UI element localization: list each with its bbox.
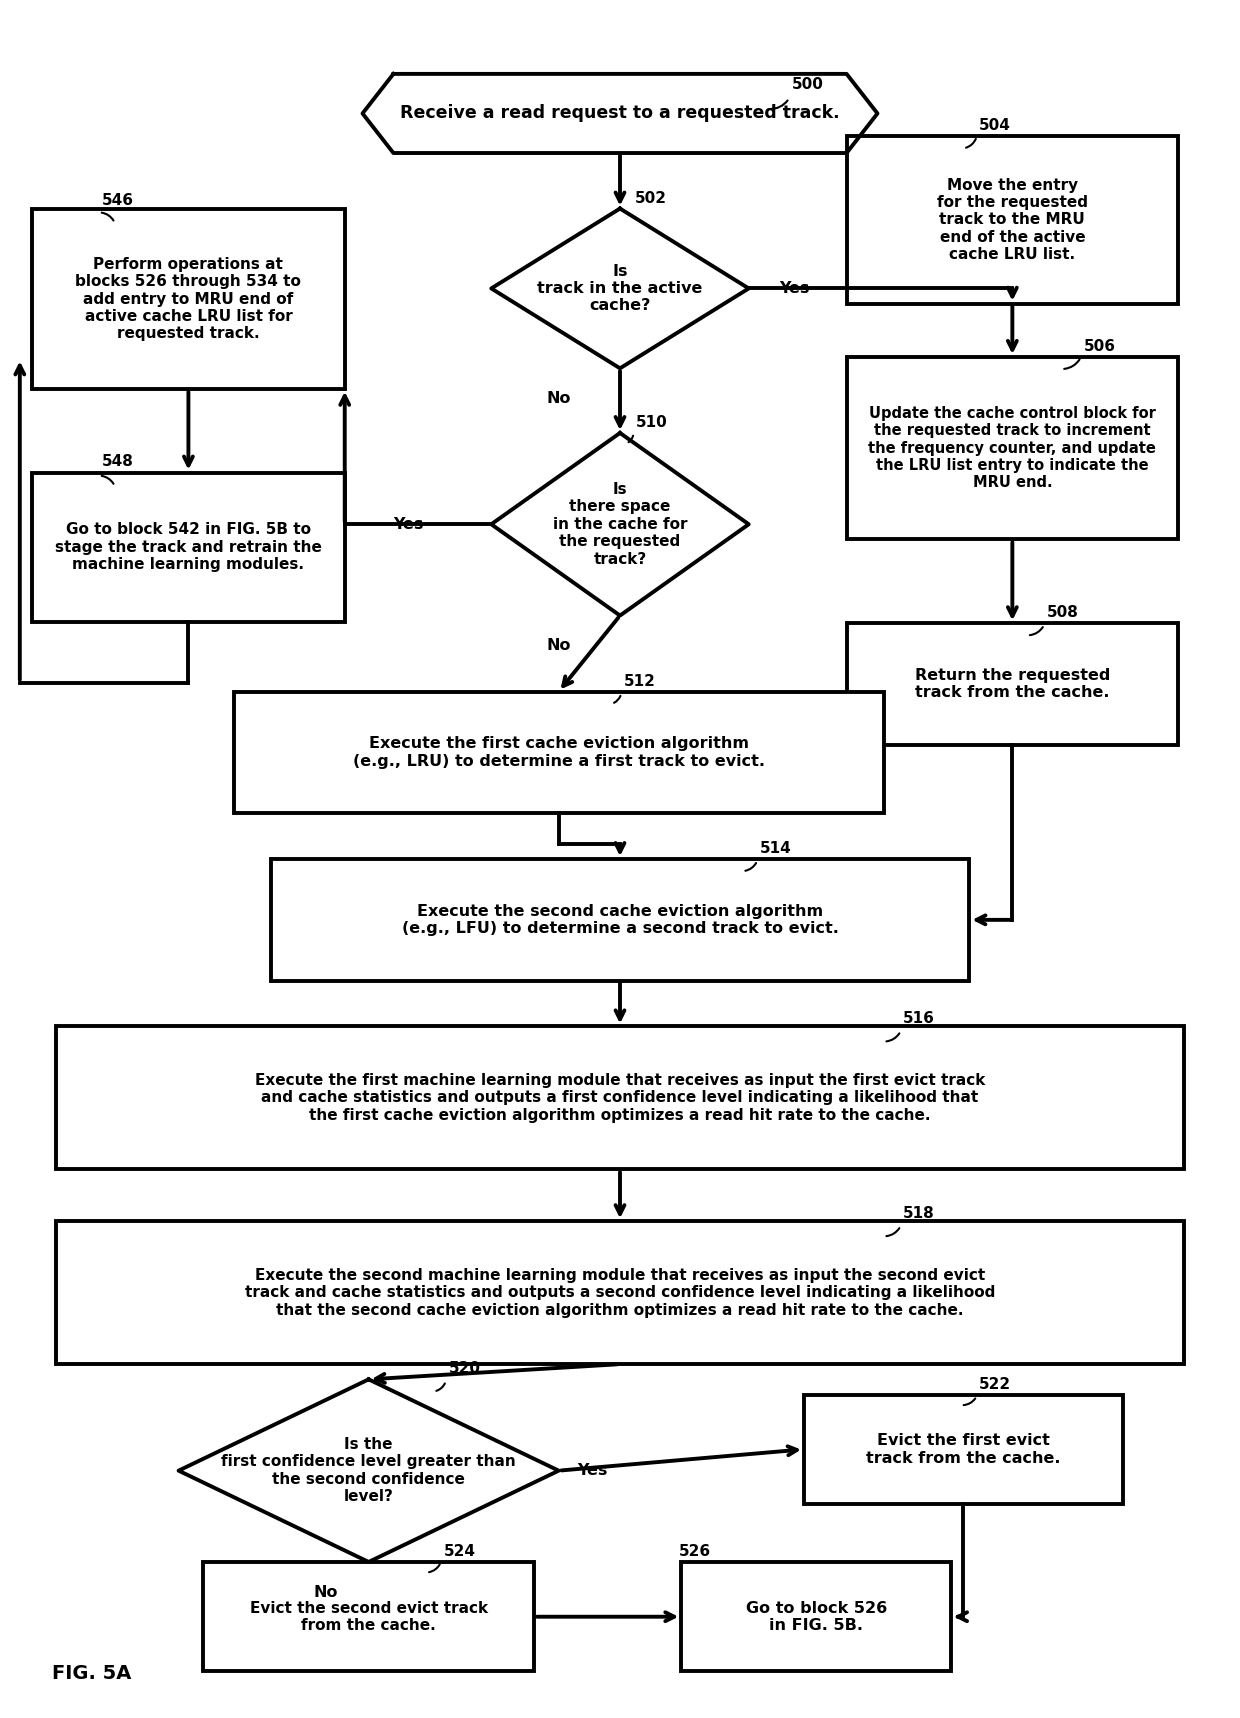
Text: No: No bbox=[314, 1586, 339, 1599]
Text: Receive a read request to a requested track.: Receive a read request to a requested tr… bbox=[401, 105, 839, 122]
Text: Yes: Yes bbox=[393, 517, 424, 533]
Text: FIG. 5A: FIG. 5A bbox=[52, 1663, 131, 1682]
Text: 516: 516 bbox=[903, 1012, 935, 1026]
Text: Evict the second evict track
from the cache.: Evict the second evict track from the ca… bbox=[249, 1601, 487, 1632]
Text: 526: 526 bbox=[678, 1544, 711, 1558]
Text: Go to block 526
in FIG. 5B.: Go to block 526 in FIG. 5B. bbox=[745, 1601, 887, 1632]
Bar bbox=[32, 472, 345, 622]
Text: 522: 522 bbox=[980, 1376, 1012, 1392]
Text: Execute the second machine learning module that receives as input the second evi: Execute the second machine learning modu… bbox=[244, 1268, 996, 1318]
Text: Move the entry
for the requested
track to the MRU
end of the active
cache LRU li: Move the entry for the requested track t… bbox=[937, 177, 1087, 263]
Text: 546: 546 bbox=[102, 192, 134, 208]
Polygon shape bbox=[491, 208, 749, 368]
Text: Is
there space
in the cache for
the requested
track?: Is there space in the cache for the requ… bbox=[553, 483, 687, 567]
Text: 514: 514 bbox=[760, 840, 791, 856]
Bar bbox=[847, 357, 1178, 539]
Text: 502: 502 bbox=[635, 191, 667, 206]
Bar bbox=[56, 1026, 1184, 1170]
Text: Update the cache control block for
the requested track to increment
the frequenc: Update the cache control block for the r… bbox=[868, 405, 1156, 490]
Text: Is the
first confidence level greater than
the second confidence
level?: Is the first confidence level greater th… bbox=[221, 1436, 516, 1505]
Text: Evict the first evict
track from the cache.: Evict the first evict track from the cac… bbox=[866, 1433, 1060, 1465]
Bar bbox=[270, 859, 970, 981]
Bar bbox=[203, 1562, 534, 1672]
Bar bbox=[32, 210, 345, 388]
Text: 510: 510 bbox=[636, 416, 667, 430]
Bar bbox=[847, 136, 1178, 304]
Text: 508: 508 bbox=[1047, 605, 1079, 620]
Text: Perform operations at
blocks 526 through 534 to
add entry to MRU end of
active c: Perform operations at blocks 526 through… bbox=[76, 256, 301, 342]
Text: 548: 548 bbox=[102, 455, 133, 469]
Text: Execute the second cache eviction algorithm
(e.g., LFU) to determine a second tr: Execute the second cache eviction algori… bbox=[402, 904, 838, 936]
Text: 524: 524 bbox=[444, 1544, 475, 1558]
Text: Return the requested
track from the cache.: Return the requested track from the cach… bbox=[915, 668, 1110, 701]
Polygon shape bbox=[491, 433, 749, 615]
Polygon shape bbox=[179, 1380, 559, 1562]
Text: 520: 520 bbox=[449, 1361, 480, 1376]
Text: Execute the first cache eviction algorithm
(e.g., LRU) to determine a first trac: Execute the first cache eviction algorit… bbox=[352, 737, 765, 768]
Text: Is
track in the active
cache?: Is track in the active cache? bbox=[537, 263, 703, 313]
Bar bbox=[234, 692, 884, 813]
Text: Go to block 542 in FIG. 5B to
stage the track and retrain the
machine learning m: Go to block 542 in FIG. 5B to stage the … bbox=[55, 522, 322, 572]
Polygon shape bbox=[362, 74, 878, 153]
Text: 512: 512 bbox=[624, 673, 656, 689]
Text: 504: 504 bbox=[980, 119, 1011, 134]
Bar bbox=[804, 1395, 1122, 1505]
Text: Yes: Yes bbox=[780, 282, 810, 295]
Text: 500: 500 bbox=[791, 77, 823, 93]
Text: 506: 506 bbox=[1084, 338, 1116, 354]
Text: Yes: Yes bbox=[577, 1464, 608, 1477]
Text: 518: 518 bbox=[903, 1206, 935, 1221]
Text: No: No bbox=[547, 392, 570, 405]
Bar bbox=[56, 1221, 1184, 1364]
Bar bbox=[847, 624, 1178, 746]
Text: Execute the first machine learning module that receives as input the first evict: Execute the first machine learning modul… bbox=[254, 1074, 986, 1124]
Text: No: No bbox=[547, 639, 570, 653]
Bar bbox=[681, 1562, 951, 1672]
